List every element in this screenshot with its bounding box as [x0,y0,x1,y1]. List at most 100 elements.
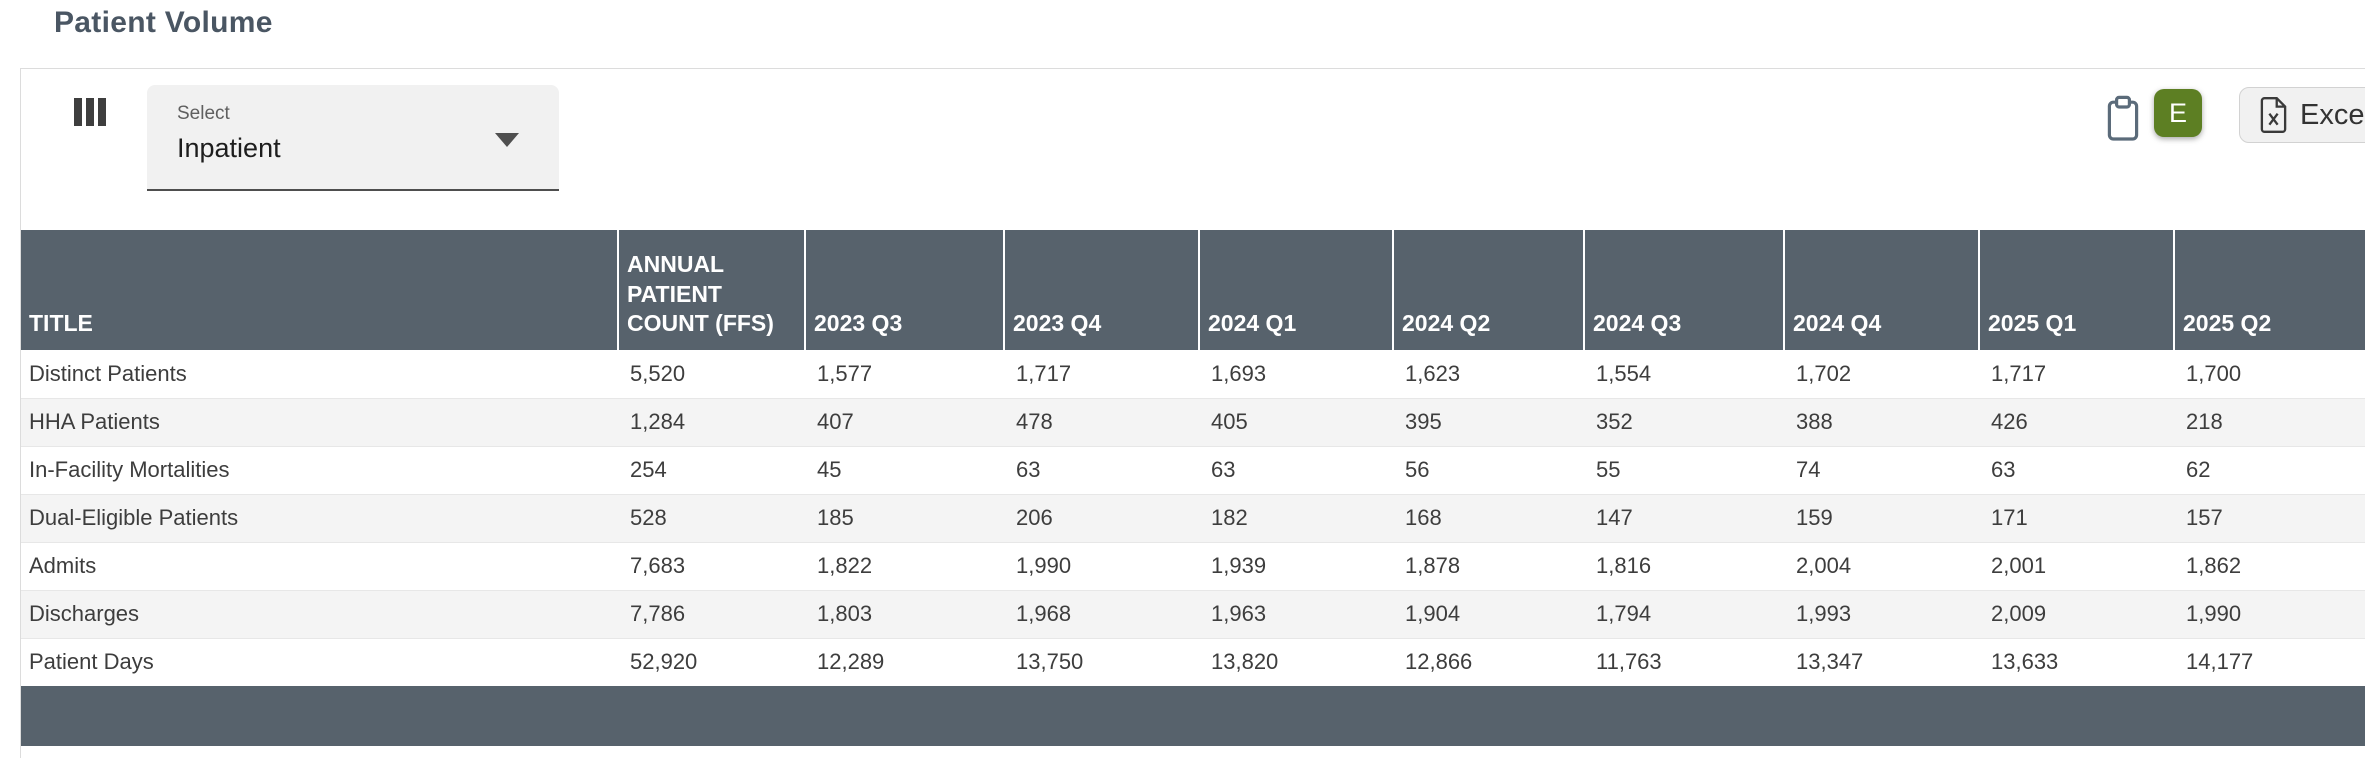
cell-value: 1,717 [1991,360,2047,386]
cell-value: 2,004 [1784,541,1979,590]
cell-value: 13,820 [1199,637,1393,686]
patient-volume-card: Select Inpatient E Excel [20,68,2365,758]
cell-value: 1,702 [1796,360,1852,386]
column-header: TITLE [21,230,618,350]
cell-value: 1,693 [1211,360,1267,386]
cell-value: 478 [1004,397,1199,446]
cell-value: 7,786 [618,589,805,638]
cell-value: 1,577 [817,360,873,386]
cell-value: 1,700 [2186,360,2242,386]
cell-value: 1,794 [1584,589,1784,638]
cell-value: 182 [1199,493,1393,542]
e-badge-button[interactable]: E [2154,89,2202,137]
cell-value: 405 [1199,397,1393,446]
column-header: 2025 Q2 [2173,230,2365,350]
cell-value: 168 [1393,493,1584,542]
cell-value: 13,633 [1979,637,2174,686]
row-title: Discharges [21,589,618,638]
row-title: Patient Days [21,637,618,686]
cell-value: 254 [618,445,805,494]
cell-value: 56 [1393,445,1584,494]
cell-value: 12,866 [1393,637,1584,686]
table-row: Discharges 7,786 1,803 1,968 1,963 1,904 1,794… [21,589,2365,638]
cell-value: 1,990 [2174,589,2365,638]
cell-value: 1,623 [1405,360,1461,386]
cell-value: 52,920 [618,637,805,686]
cell-value: 1,284 [618,397,805,446]
cell-value: 1,993 [1784,589,1979,638]
column-header: 2024 Q2 [1392,230,1584,350]
cell-value: 63 [1979,445,2174,494]
column-header: 2024 Q1 [1198,230,1393,350]
cell-value: 74 [1784,445,1979,494]
cell-value: 62 [2174,445,2365,494]
caret-down-icon [495,133,519,147]
cell-value: 13,750 [1004,637,1199,686]
row-title: Distinct Patients [29,360,187,386]
column-header: 2025 Q1 [1978,230,2174,350]
cell-value: 1,990 [1004,541,1199,590]
cell-value: 63 [1004,445,1199,494]
grip-vertical-icon[interactable] [74,98,106,126]
cell-value: 11,763 [1584,637,1784,686]
table-row: Distinct Patients 5,520 1,577 1,717 1,693 1,6… [21,350,2365,398]
cell-value: 206 [1004,493,1199,542]
cell-value: 1,822 [805,541,1004,590]
cell-value: 1,554 [1596,360,1652,386]
cell-value: 1,968 [1004,589,1199,638]
cell-value: 157 [2174,493,2365,542]
cell-value: 388 [1784,397,1979,446]
cell-value: 395 [1393,397,1584,446]
cell-value: 13,347 [1784,637,1979,686]
column-header: 2023 Q3 [804,230,1004,350]
cell-value: 407 [805,397,1004,446]
cell-value: 185 [805,493,1004,542]
table-footer-bar [21,686,2365,746]
excel-export-button[interactable]: Excel [2239,87,2365,143]
cell-value: 352 [1584,397,1784,446]
excel-button-label: Excel [2300,98,2365,131]
patient-volume-table: TITLE ANNUAL PATIENT COUNT (FFS) 2023 Q3 20… [21,230,2365,746]
select-label: Select [177,103,230,124]
toolbar: Select Inpatient E Excel [21,69,2365,230]
dataset-select[interactable]: Select Inpatient [147,85,559,191]
table-row: In-Facility Mortalities 254 45 63 63 56 55 74 63… [21,445,2365,494]
cell-value: 218 [2174,397,2365,446]
cell-value: 1,939 [1199,541,1393,590]
cell-value: 1,862 [2174,541,2365,590]
cell-value: 1,803 [805,589,1004,638]
cell-value: 1,717 [1016,360,1072,386]
excel-file-icon [2258,96,2289,134]
table-row: Dual-Eligible Patients 528 185 206 182 168 147… [21,493,2365,542]
cell-value: 14,177 [2174,637,2365,686]
table-row: HHA Patients 1,284 407 478 405 395 352 388 426 21… [21,397,2365,446]
row-title: In-Facility Mortalities [21,445,618,494]
cell-value: 147 [1584,493,1784,542]
cell-value: 1,816 [1584,541,1784,590]
column-header: 2024 Q4 [1783,230,1979,350]
cell-value: 55 [1584,445,1784,494]
cell-value: 2,009 [1979,589,2174,638]
cell-value: 5,520 [630,360,686,386]
cell-value: 1,963 [1199,589,1393,638]
cell-value: 2,001 [1979,541,2174,590]
row-title: Dual-Eligible Patients [21,493,618,542]
cell-value: 528 [618,493,805,542]
column-header: 2023 Q4 [1003,230,1199,350]
cell-value: 1,904 [1393,589,1584,638]
page-title: Patient Volume [54,6,273,39]
clipboard-icon[interactable] [2103,95,2143,143]
cell-value: 1,878 [1393,541,1584,590]
table-row: Admits 7,683 1,822 1,990 1,939 1,878 1,816 2,00… [21,541,2365,590]
cell-value: 63 [1199,445,1393,494]
table-row: Patient Days 52,920 12,289 13,750 13,820 12,8… [21,637,2365,686]
row-title: HHA Patients [21,397,618,446]
table-header-row: TITLE ANNUAL PATIENT COUNT (FFS) 2023 Q3 20… [21,230,2365,350]
row-title: Admits [21,541,618,590]
cell-value: 7,683 [618,541,805,590]
cell-value: 171 [1979,493,2174,542]
cell-value: 426 [1979,397,2174,446]
select-value: Inpatient [177,133,281,163]
cell-value: 159 [1784,493,1979,542]
column-header: 2024 Q3 [1583,230,1784,350]
